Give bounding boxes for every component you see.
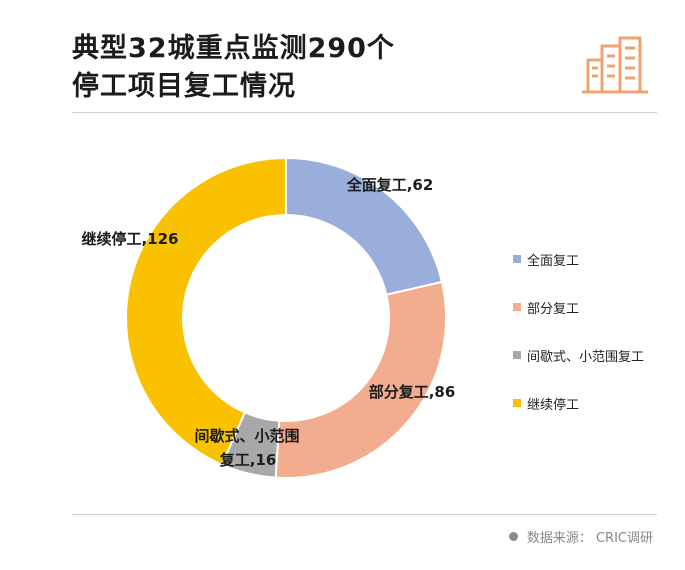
source-note: 数据来源： CRIC调研 <box>508 527 653 546</box>
footer-divider <box>72 514 657 515</box>
legend-item-intermittent-resume: 间歇式、小范围复工 <box>513 346 645 365</box>
legend-swatch <box>513 399 521 407</box>
legend-label: 全面复工 <box>527 253 580 269</box>
data-label-full-resume: 全面复工,62 <box>346 176 434 194</box>
chart-title: 典型32城重点监测290个 停工项目复工情况 <box>72 30 395 106</box>
legend-item-partial-resume: 部分复工 <box>513 298 644 317</box>
legend-label: 部分复工 <box>527 301 580 317</box>
legend-swatch <box>513 351 521 359</box>
source-text: 数据来源： CRIC调研 <box>526 531 653 546</box>
legend-swatch <box>513 303 521 311</box>
legend-label: 继续停工 <box>527 397 580 413</box>
header-divider <box>72 112 657 113</box>
city-buildings-icon <box>582 36 648 94</box>
legend-label: 间歇式、小范围复工 <box>527 349 645 365</box>
slice-partial-resume <box>274 280 447 479</box>
data-label-intermittent-resume: 间歇式、小范围复工,16 <box>194 427 299 469</box>
bullet-dot-icon <box>508 532 518 541</box>
legend-item-full-resume: 全面复工 <box>513 250 644 269</box>
title-line-1: 典型32城重点监测290个 <box>72 33 395 64</box>
data-label-partial-resume: 部分复工,86 <box>369 383 456 401</box>
legend-swatch <box>513 255 521 263</box>
data-label-still-halted: 继续停工,126 <box>81 230 178 248</box>
chart-legend: 全面复工 部分复工 间歇式、小范围复工 继续停工 <box>513 250 644 442</box>
title-line-2: 停工项目复工情况 <box>72 71 296 102</box>
legend-item-still-halted: 继续停工 <box>513 394 644 413</box>
slice-still-halted <box>125 156 287 466</box>
